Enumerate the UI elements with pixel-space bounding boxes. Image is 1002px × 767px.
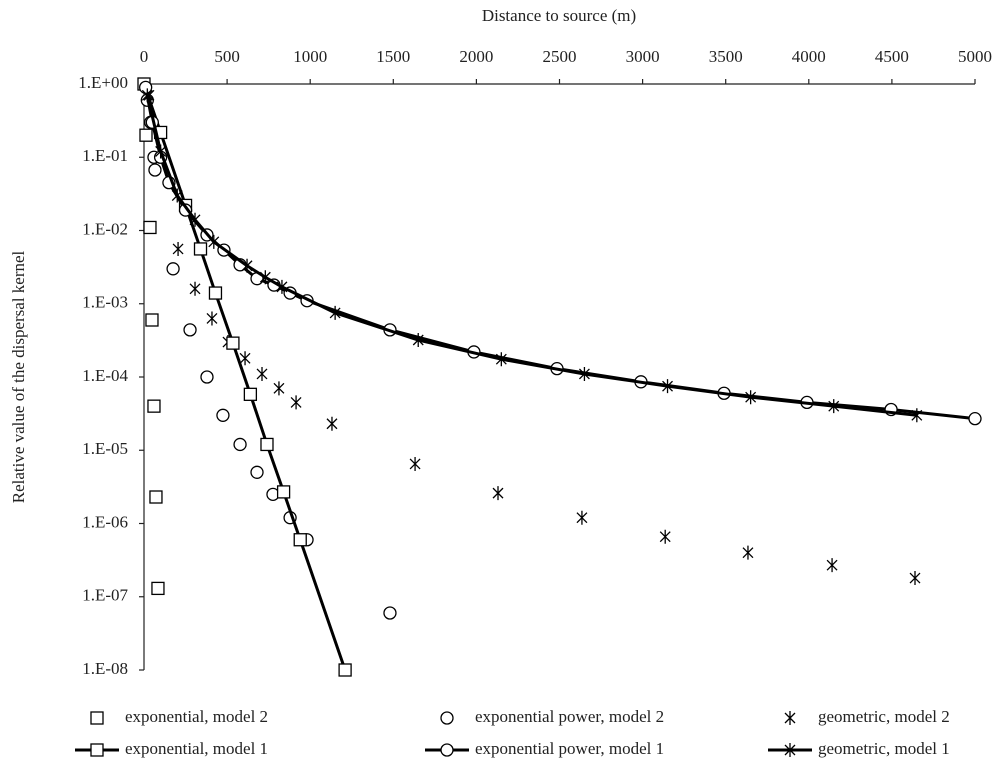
point — [145, 313, 159, 327]
point — [968, 412, 982, 426]
point — [293, 533, 307, 547]
x-tick-label: 4000 — [792, 47, 826, 66]
x-tick-label: 500 — [214, 47, 240, 66]
series-line — [142, 83, 347, 671]
legend-marker — [784, 711, 796, 725]
point — [143, 220, 157, 235]
point — [326, 416, 338, 431]
point — [208, 234, 220, 249]
x-tick-label: 1000 — [293, 47, 327, 66]
y-tick-label: 1.E-05 — [82, 439, 128, 458]
point — [659, 529, 671, 544]
x-tick-label: 3000 — [626, 47, 660, 66]
point — [200, 370, 214, 384]
point — [250, 465, 264, 479]
legend-marker — [784, 743, 796, 757]
point — [742, 545, 754, 560]
legend-marker — [440, 743, 454, 757]
x-tick-label: 2000 — [459, 47, 493, 66]
legend-label: exponential power, model 2 — [475, 707, 664, 726]
x-tick-label: 2500 — [543, 47, 577, 66]
point — [139, 80, 153, 95]
y-tick-label: 1.E-02 — [82, 219, 128, 238]
y-tick-label: 1.E-08 — [82, 659, 128, 678]
point — [273, 381, 285, 396]
point — [578, 366, 590, 381]
point — [148, 163, 162, 177]
point — [276, 485, 291, 499]
x-tick-label: 1500 — [376, 47, 410, 66]
point — [171, 188, 183, 203]
point — [183, 323, 197, 337]
point — [241, 258, 253, 273]
point — [290, 395, 302, 410]
y-axis-title: Relative value of the dispersal kernel — [9, 250, 28, 503]
x-tick-label: 4500 — [875, 47, 909, 66]
point — [911, 408, 923, 423]
point — [166, 262, 180, 276]
y-tick-label: 1.E-07 — [82, 586, 128, 605]
point — [662, 379, 673, 394]
y-tick-label: 1.E-01 — [82, 146, 128, 165]
point — [826, 558, 838, 573]
point — [189, 281, 201, 296]
legend-marker — [90, 743, 104, 757]
point — [259, 270, 271, 285]
point — [828, 399, 840, 414]
point — [576, 510, 588, 525]
legend-marker — [440, 711, 454, 725]
point — [256, 366, 268, 381]
point — [216, 408, 230, 422]
point — [151, 581, 165, 596]
legend-label: exponential, model 2 — [125, 707, 268, 726]
point — [412, 332, 424, 347]
point — [206, 311, 218, 326]
point — [260, 437, 274, 452]
x-tick-label: 5000 — [958, 47, 992, 66]
legend-label: exponential, model 1 — [125, 739, 268, 758]
x-axis-title: Distance to source (m) — [482, 6, 636, 25]
point — [495, 352, 507, 367]
legend-marker — [90, 711, 104, 725]
point — [492, 486, 504, 501]
point — [243, 387, 258, 401]
point — [193, 242, 208, 256]
point — [147, 399, 161, 413]
point — [141, 88, 153, 103]
point — [189, 212, 201, 227]
legend-label: geometric, model 1 — [818, 739, 950, 758]
y-tick-label: 1.E+00 — [78, 73, 128, 92]
point — [226, 336, 240, 350]
point — [338, 663, 352, 677]
y-tick-label: 1.E-06 — [82, 512, 128, 531]
point — [276, 279, 288, 294]
point — [745, 390, 757, 405]
point — [233, 437, 247, 452]
point — [139, 128, 153, 142]
legend-label: geometric, model 2 — [818, 707, 950, 726]
series-line — [145, 95, 917, 417]
y-tick-label: 1.E-04 — [82, 366, 128, 385]
legend-label: exponential power, model 1 — [475, 739, 664, 758]
point — [172, 241, 184, 256]
x-tick-label: 0 — [140, 47, 149, 66]
y-tick-label: 1.E-03 — [82, 293, 128, 312]
point — [208, 286, 223, 300]
point — [383, 606, 397, 620]
x-tick-label: 3500 — [709, 47, 743, 66]
point — [155, 144, 167, 159]
point — [329, 305, 341, 320]
point — [409, 456, 421, 471]
point — [149, 490, 163, 504]
point — [909, 571, 921, 586]
point — [239, 351, 251, 366]
